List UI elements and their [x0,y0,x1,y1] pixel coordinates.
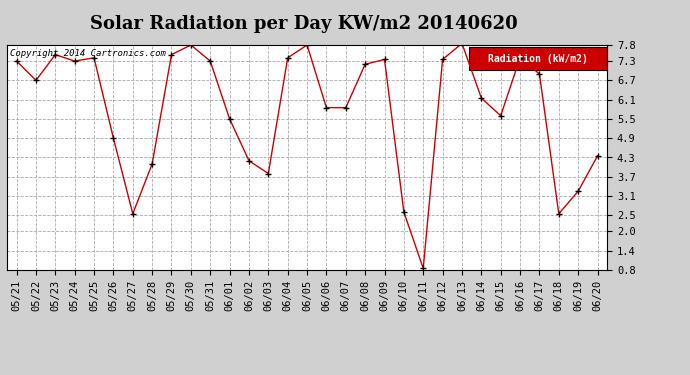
Text: Solar Radiation per Day KW/m2 20140620: Solar Radiation per Day KW/m2 20140620 [90,15,518,33]
Text: Radiation (kW/m2): Radiation (kW/m2) [489,54,588,63]
FancyBboxPatch shape [469,47,607,70]
Text: Copyright 2014 Cartronics.com: Copyright 2014 Cartronics.com [10,50,166,58]
